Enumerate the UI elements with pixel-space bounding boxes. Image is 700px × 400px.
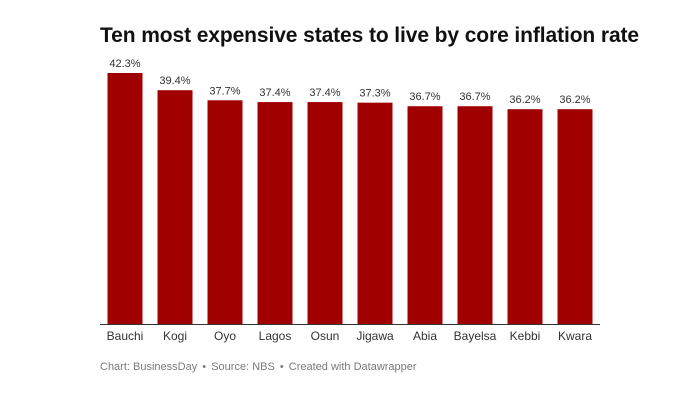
value-label-abia: 36.7% — [409, 91, 440, 103]
bars-group — [107, 73, 593, 325]
category-label-osun: Osun — [311, 329, 340, 343]
value-label-jigawa: 37.3% — [359, 88, 390, 100]
category-label-abia: Abia — [413, 329, 437, 343]
footer-created-with: Created with Datawrapper — [288, 361, 417, 373]
value-label-kwara: 36.2% — [559, 94, 590, 106]
category-label-jigawa: Jigawa — [356, 329, 394, 343]
bar-bayelsa — [457, 106, 493, 324]
bar-osun — [307, 102, 343, 324]
category-label-kogi: Kogi — [163, 329, 187, 343]
footer-separator: • — [202, 361, 207, 373]
category-label-bauchi: Bauchi — [107, 329, 144, 343]
value-labels-group: 42.3% 39.4% 37.7% 37.4% 37.4% 37.3% 36.7% 36.7%… — [109, 58, 590, 106]
bar-jigawa — [357, 102, 393, 324]
bar-bauchi — [107, 73, 143, 324]
category-label-lagos: Lagos — [259, 329, 292, 343]
bar-kogi — [157, 90, 193, 325]
value-label-kogi: 39.4% — [159, 75, 190, 87]
category-label-kebbi: Kebbi — [510, 329, 541, 343]
value-label-lagos: 37.4% — [259, 87, 290, 99]
chart-footer: Chart: BusinessDay • Source: NBS • Creat… — [100, 361, 417, 373]
value-label-bauchi: 42.3% — [109, 58, 140, 70]
category-label-kwara: Kwara — [558, 329, 592, 343]
bar-oyo — [207, 100, 243, 324]
footer-separator: • — [279, 361, 284, 373]
value-label-oyo: 37.7% — [209, 85, 240, 97]
bar-lagos — [257, 102, 293, 324]
value-label-osun: 37.4% — [309, 87, 340, 99]
category-label-bayelsa: Bayelsa — [454, 329, 497, 343]
value-label-kebbi: 36.2% — [509, 94, 540, 106]
bar-abia — [407, 106, 443, 324]
category-label-oyo: Oyo — [214, 329, 236, 343]
chart-title: Ten most expensive states to live by cor… — [100, 24, 640, 47]
value-label-bayelsa: 36.7% — [459, 91, 490, 103]
bar-kebbi — [507, 109, 543, 324]
bar-kwara — [557, 109, 593, 324]
footer-chart-credit: Chart: BusinessDay — [100, 361, 198, 373]
category-labels-group: Bauchi Kogi Oyo Lagos Osun Jigawa Abia Bayelsa K… — [107, 329, 593, 343]
footer-source: Source: NBS — [211, 361, 275, 373]
